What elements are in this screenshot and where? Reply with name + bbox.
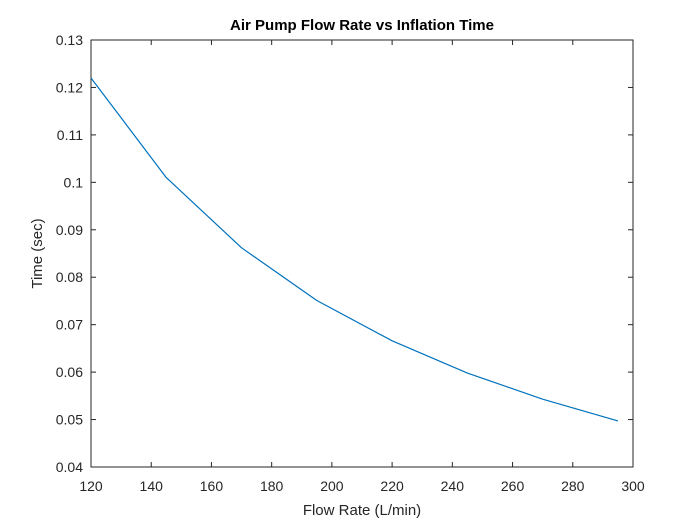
x-tick-label: 140	[140, 478, 164, 494]
x-tick-label: 300	[621, 478, 645, 494]
x-tick-label: 280	[561, 478, 585, 494]
y-tick-label: 0.04	[56, 459, 83, 475]
x-tick-label: 200	[320, 478, 344, 494]
x-axis-label: Flow Rate (L/min)	[303, 502, 421, 519]
y-tick-label: 0.11	[57, 127, 83, 143]
series-line-0	[90, 77, 619, 422]
x-tick-label: 120	[79, 478, 103, 494]
y-tick-label: 0.05	[56, 412, 83, 428]
y-tick-label: 0.1	[64, 174, 84, 190]
x-tick-label: 260	[501, 478, 525, 494]
x-tick-label: 240	[441, 478, 465, 494]
chart-title: Air Pump Flow Rate vs Inflation Time	[230, 17, 494, 34]
series-layer	[90, 77, 619, 422]
y-tick-label: 0.13	[56, 32, 83, 48]
x-tick-label: 180	[260, 478, 284, 494]
y-axis-ticks: 0.04 0.05 0.06 0.07 0.08 0.09 0.1 0.11 0.12 0.13	[56, 32, 633, 475]
y-tick-label: 0.06	[56, 364, 83, 380]
y-tick-label: 0.09	[56, 222, 83, 238]
x-tick-label: 220	[380, 478, 404, 494]
y-tick-label: 0.07	[56, 317, 83, 333]
x-axis-ticks: 120 140 160 180 200 220 240 260 280 300	[79, 40, 645, 494]
y-tick-label: 0.12	[56, 79, 83, 95]
y-tick-label: 0.08	[56, 269, 83, 285]
plot-area	[90, 39, 634, 468]
y-axis-label: Time (sec)	[29, 218, 46, 288]
x-tick-label: 160	[200, 478, 224, 494]
